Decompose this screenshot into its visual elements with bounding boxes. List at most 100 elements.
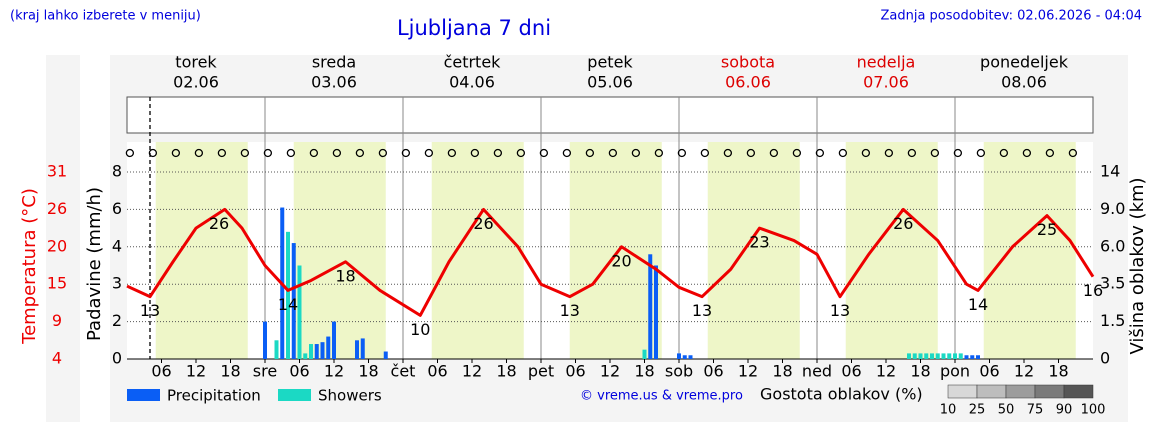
wind-marker [493,148,503,158]
legend-label: Showers [318,387,382,405]
day-date: 02.06 [173,73,219,92]
x-tick-label: 06 [289,362,309,381]
wind-marker [171,148,181,158]
cloud-density-swatch [1034,384,1065,399]
side-panel [46,55,80,422]
x-tick-label: 18 [634,362,654,381]
precip-tick-label: 6 [112,199,122,218]
precip-bar [309,344,313,359]
wind-marker [355,148,365,158]
precip-tick-label: 8 [112,162,122,181]
temp-tick-label: 9 [52,311,62,330]
chart-title: Ljubljana 7 dni [397,16,551,40]
precip-bar [654,265,658,359]
precip-bar [360,338,365,359]
precip-bar [941,353,946,359]
x-tick-label: 12 [324,362,344,381]
temp-axis-label: Temperatura (°C) [19,188,40,345]
cloud-density-tick: 10 [940,403,957,418]
precip-bar [263,321,267,359]
wind-marker [631,148,641,158]
wind-marker [447,148,457,158]
wind-marker [815,148,825,158]
precip-bar [297,265,302,359]
temp-extreme-label: 10 [410,320,430,339]
cloud-density-tick: 90 [1056,403,1073,418]
temp-tick-label: 31 [47,162,67,181]
precip-bar [935,353,940,359]
precip-bar [291,243,296,359]
cloud-tick-label: 6.0 [1100,236,1125,255]
cloud-density-tick: 50 [998,403,1015,418]
wind-marker [1068,148,1078,158]
temp-extreme-label: 13 [560,301,580,320]
temp-extreme-label: 13 [830,301,850,320]
cloud-density-swatch [1063,384,1094,399]
wind-marker [907,148,917,158]
cloud-axis-label: Višina oblakov (km) [1127,177,1148,354]
update-time: Zadnja posodobitev: 02.06.2026 - 04:04 [880,9,1142,24]
precip-bar [918,353,923,359]
x-tick-label: sob [665,362,693,381]
icon-row [126,96,1094,134]
cloud-tick-label: 0 [1100,349,1110,368]
cloud-tick-label: 9.0 [1100,199,1125,218]
x-tick-label: 18 [496,362,516,381]
daylight-band [983,142,1076,359]
cloud-tick-label: 14 [1100,162,1120,181]
daylight-band [431,142,524,359]
precip-bar [964,355,969,359]
cloud-density-swatch [947,384,978,399]
day-name: nedelja [857,53,916,72]
day-name: petek [587,53,633,72]
temp-extreme-label: 16 [1083,281,1103,300]
day-name: sobota [721,53,775,72]
x-tick-label: čet [391,362,416,381]
precip-bar [286,231,290,359]
cloud-tick-label: 3.5 [1100,274,1125,293]
cloud-density-swatch [1005,384,1036,399]
wind-marker [792,148,802,158]
daylight-band [845,142,938,359]
daylight-band [293,142,386,359]
wind-marker [240,148,250,158]
x-tick-label: sre [253,362,277,381]
temp-extreme-label: 23 [749,233,769,252]
temperature-line [126,207,1095,317]
x-tick-label: pon [940,362,970,381]
wind-marker [286,148,296,158]
temp-extreme-label: 26 [893,214,913,233]
wind-marker [194,148,204,158]
temp-tick-label: 15 [47,274,67,293]
precip-bar [970,355,975,359]
x-tick-label: 18 [358,362,378,381]
x-tick-label: 18 [910,362,930,381]
wind-marker [677,148,687,158]
x-tick-label: pet [528,362,554,381]
cloud-density-swatch [976,384,1007,399]
cloud-tick-label: 1.5 [1100,311,1125,330]
x-tick-label: 12 [1014,362,1034,381]
wind-marker [539,148,549,158]
x-tick-label: 12 [600,362,620,381]
day-name: sreda [312,53,356,72]
x-tick-label: ned [802,362,832,381]
wind-marker [861,148,871,158]
wind-marker [1022,148,1032,158]
wind-marker [838,148,848,158]
legend-swatch [278,389,311,401]
wind-marker [884,148,894,158]
precip-bar [953,353,957,359]
temp-extreme-label: 13 [692,301,712,320]
credit: © vreme.us & vreme.pro [580,389,743,404]
precip-bar [924,353,929,359]
wind-marker [1045,148,1055,158]
wind-marker [401,148,411,158]
wind-marker [654,148,664,158]
x-tick-label: 06 [841,362,861,381]
day-name: ponedeljek [980,53,1069,72]
wind-marker [378,148,388,158]
wind-marker [562,148,572,158]
precip-bar [677,353,681,359]
precip-bar [303,353,308,359]
